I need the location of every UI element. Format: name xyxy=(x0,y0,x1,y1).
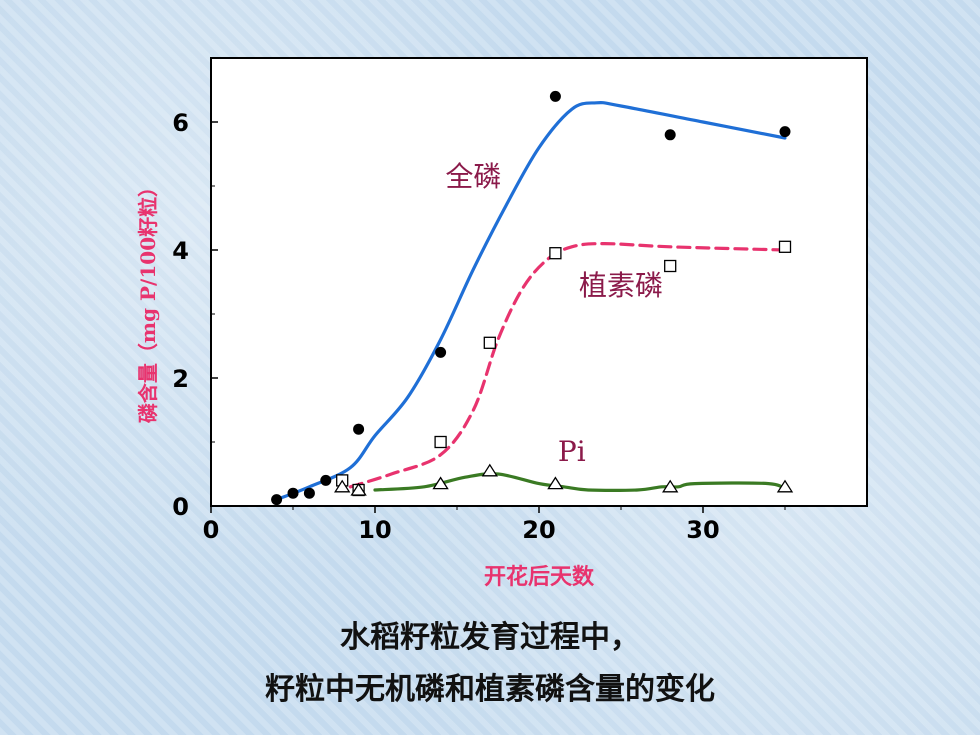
data-point xyxy=(483,336,496,349)
series-3 xyxy=(334,463,794,496)
series-line xyxy=(348,241,787,489)
series-annotation: 全磷 xyxy=(445,160,501,193)
x-tick-label: 0 xyxy=(203,516,220,544)
data-point xyxy=(271,494,283,506)
caption-line-1: 水稻籽粒发育过程中， xyxy=(340,620,640,655)
data-point xyxy=(350,482,367,496)
x-tick-label: 30 xyxy=(686,516,719,544)
data-point xyxy=(287,487,299,499)
data-point xyxy=(549,90,561,102)
data-point xyxy=(664,259,677,273)
y-tick-label: 0 xyxy=(172,493,189,521)
caption-line-2: 籽粒中无机磷和植素磷含量的变化 xyxy=(265,672,715,707)
y-axis-label: 磷含量（mg P/100籽粒） xyxy=(136,177,160,423)
plot-area xyxy=(210,57,868,507)
data-point xyxy=(547,476,564,490)
y-tick-label: 6 xyxy=(172,109,189,137)
data-point xyxy=(303,487,315,499)
data-point xyxy=(434,435,447,449)
data-point xyxy=(481,463,498,477)
data-point xyxy=(320,474,332,486)
x-tick-label: 20 xyxy=(522,516,555,544)
data-point xyxy=(776,479,794,493)
series-line xyxy=(275,101,787,502)
x-axis-label: 开花后天数 xyxy=(484,564,595,590)
series-line xyxy=(373,472,787,492)
x-tick-label: 10 xyxy=(358,516,391,544)
series-annotation: Pi xyxy=(558,435,586,468)
series-1 xyxy=(271,90,791,506)
data-point xyxy=(662,479,679,493)
data-point xyxy=(549,247,562,260)
data-point xyxy=(664,129,676,141)
y-tick-label: 2 xyxy=(172,365,189,393)
data-point xyxy=(432,476,449,490)
data-point xyxy=(334,479,351,493)
data-point xyxy=(778,240,792,253)
data-point xyxy=(435,346,447,358)
y-tick-label: 4 xyxy=(172,237,189,265)
series-annotation: 植素磷 xyxy=(579,269,663,302)
data-point xyxy=(353,423,365,435)
data-point xyxy=(779,126,791,138)
